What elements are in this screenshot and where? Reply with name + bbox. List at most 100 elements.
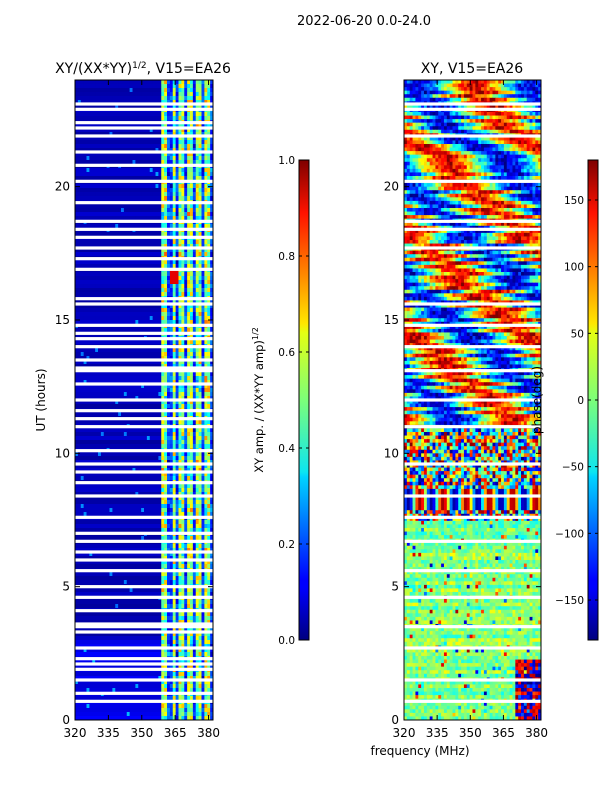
heatmap-cell (146, 156, 151, 161)
heatmap-cell (83, 176, 87, 181)
heatmap-cell (89, 484, 93, 489)
heatmap-cell (132, 396, 136, 401)
heatmap-cell (192, 372, 197, 377)
heatmap-cell (95, 276, 99, 281)
heatmap-cell (152, 352, 156, 357)
heatmap-cell (167, 252, 171, 257)
heatmap-cell (158, 396, 162, 401)
heatmap-cell (152, 412, 156, 417)
heatmap-cell (100, 148, 105, 153)
heatmap-cell (121, 204, 125, 209)
heatmap-cell (187, 188, 191, 193)
heatmap-cell (123, 340, 128, 345)
heatmap-cell (75, 204, 79, 209)
heatmap-cell (172, 104, 177, 109)
heatmap-cell (100, 380, 105, 385)
heatmap-cell (181, 292, 185, 297)
heatmap-cell (80, 404, 85, 409)
heatmap-cell (175, 252, 179, 257)
heatmap-cell (123, 456, 128, 461)
heatmap-cell (158, 192, 162, 197)
heatmap-cell (207, 176, 211, 181)
heatmap-cell (187, 148, 191, 153)
heatmap-cell (204, 352, 208, 357)
heatmap-cell (144, 312, 148, 317)
heatmap-cell (152, 488, 156, 493)
heatmap-cell (175, 224, 179, 229)
heatmap-cell (158, 144, 162, 149)
heatmap-cell (201, 184, 205, 189)
heatmap-cell (161, 188, 165, 193)
heatmap-cell (201, 476, 205, 481)
heatmap-cell (109, 388, 113, 393)
heatmap-cell (155, 132, 159, 137)
heatmap-cell (181, 364, 185, 369)
heatmap-cell (192, 264, 197, 269)
heatmap-cell (106, 468, 110, 473)
heatmap-cell (103, 372, 108, 377)
heatmap-cell (92, 112, 96, 117)
heatmap-cell (144, 80, 148, 85)
heatmap-cell (190, 420, 194, 425)
heatmap-cell (204, 428, 208, 433)
heatmap-cell (144, 400, 148, 405)
heatmap-cell (152, 92, 156, 97)
heatmap-cell (181, 224, 185, 229)
heatmap-cell (204, 96, 208, 101)
heatmap-cell (181, 192, 185, 197)
heatmap-cell (161, 360, 165, 365)
heatmap-cell (126, 208, 131, 213)
heatmap-cell (123, 196, 128, 201)
heatmap-cell (129, 388, 133, 393)
heatmap-cell (192, 140, 197, 145)
heatmap-cell (115, 464, 119, 469)
heatmap-cell (155, 136, 159, 141)
heatmap-cell (112, 216, 116, 221)
heatmap-cell (195, 376, 200, 381)
heatmap-cell (155, 440, 159, 445)
heatmap-cell (106, 148, 110, 153)
heatmap-cell (109, 376, 113, 381)
heatmap-cell (100, 304, 105, 309)
heatmap-cell (138, 460, 142, 465)
heatmap-cell (198, 80, 202, 85)
heatmap-cell (152, 264, 156, 269)
heatmap-cell (178, 276, 182, 281)
heatmap-cell (75, 496, 79, 501)
heatmap-cell (75, 492, 79, 497)
heatmap-cell (80, 312, 85, 317)
heatmap-cell (103, 340, 108, 345)
heatmap-cell (146, 340, 151, 345)
heatmap-cell (106, 224, 110, 229)
heatmap-cell (141, 444, 145, 449)
heatmap-cell (178, 152, 182, 157)
heatmap-cell (98, 396, 102, 401)
heatmap-cell (167, 204, 171, 209)
heatmap-cell (112, 468, 116, 473)
heatmap-cell (86, 428, 90, 433)
heatmap-cell (98, 308, 102, 313)
heatmap-cell (129, 280, 133, 285)
heatmap-cell (164, 104, 168, 109)
heatmap-cell (149, 244, 154, 249)
heatmap-cell (175, 340, 179, 345)
heatmap-cell (75, 100, 79, 105)
heatmap-cell (135, 476, 139, 481)
heatmap-cell (115, 288, 119, 293)
heatmap-cell (121, 384, 125, 389)
heatmap-cell (126, 304, 131, 309)
heatmap-cell (75, 116, 79, 121)
heatmap-cell (184, 204, 188, 209)
heatmap-cell (135, 432, 139, 437)
heatmap-cell (138, 432, 142, 437)
heatmap-cell (169, 460, 174, 465)
heatmap-cell (135, 104, 139, 109)
heatmap-cell (187, 356, 191, 361)
heatmap-cell (210, 352, 214, 357)
heatmap-cell (175, 172, 179, 177)
heatmap-cell (181, 116, 185, 121)
heatmap-cell (152, 420, 156, 425)
heatmap-cell (103, 140, 108, 145)
heatmap-cell (155, 472, 159, 477)
heatmap-cell (149, 196, 154, 201)
